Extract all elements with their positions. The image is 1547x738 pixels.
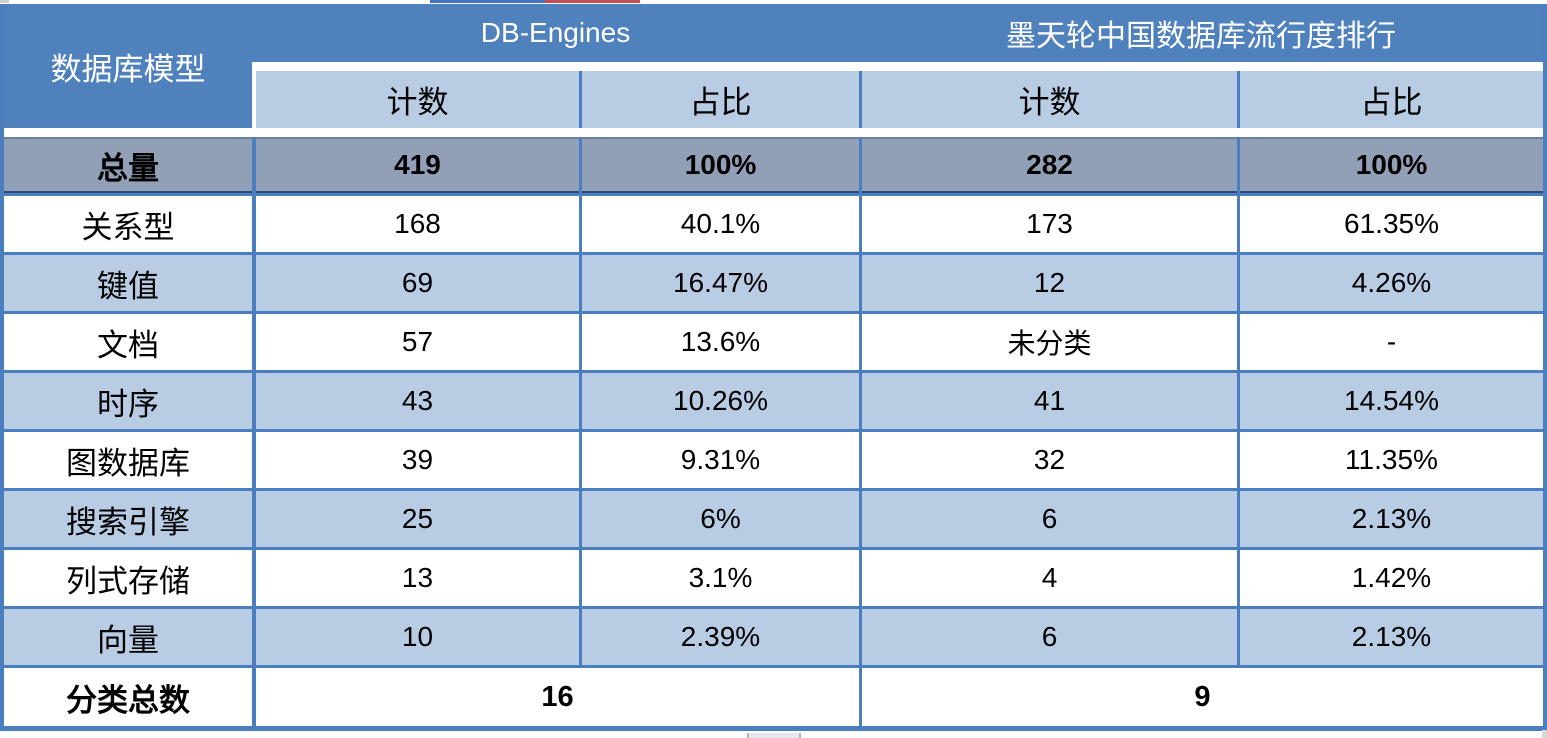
row-label-cell: 文档 [97, 327, 159, 363]
db-share-cell: 13.6% [579, 314, 859, 370]
table-row: 键值 69 16.47% 12 4.26% [4, 255, 1543, 314]
db-count-cell: 43 [252, 373, 579, 429]
modb-count-cell: 4 [859, 550, 1237, 606]
db-count-cell: 25 [252, 491, 579, 547]
modb-share-cell: 4.26% [1237, 255, 1543, 311]
modb-count-cell: 173 [859, 196, 1237, 252]
modb-count-cell: 32 [859, 432, 1237, 488]
row-label-cell: 时序 [97, 386, 159, 422]
modb-share-cell: 61.35% [1237, 196, 1543, 252]
row-label-cell: 向量 [97, 622, 159, 658]
modb-share-cell: 100% [1237, 137, 1543, 193]
table-row: 文档 57 13.6% 未分类 - [4, 314, 1543, 373]
modb-count-cell: 12 [859, 255, 1237, 311]
top-blue-line-artifact [430, 0, 545, 3]
db-share-cell: 10.26% [579, 373, 859, 429]
modb-share-cell: 14.54% [1237, 373, 1543, 429]
row-label-cell: 图数据库 [66, 445, 190, 481]
modb-share-subheader: 占比 [1237, 71, 1543, 128]
scrollbar-corner [1542, 730, 1547, 738]
db-count-cell: 419 [252, 137, 579, 193]
db-count-cell: 39 [252, 432, 579, 488]
table-row: 关系型 168 40.1% 173 61.35% [4, 196, 1543, 255]
row-label-cell: 总量 [97, 150, 159, 186]
modb-count-cell: 未分类 [859, 314, 1237, 370]
subheader-row: 计数 占比 计数 占比 [252, 71, 1543, 128]
table-header: 数据库模型 DB-Engines 墨天轮中国数据库流行度排行 计数 占比 计数 … [4, 4, 1543, 128]
table-row-total: 总量 419 100% 282 100% [4, 137, 1543, 196]
table-row: 搜索引擎 25 6% 6 2.13% [4, 491, 1543, 550]
row-label-cell: 列式存储 [66, 563, 190, 599]
modb-count-cell: 6 [859, 609, 1237, 665]
db-count-cell: 168 [252, 196, 579, 252]
db-share-cell: 16.47% [579, 255, 859, 311]
db-count-subheader: 计数 [252, 71, 579, 128]
row-label-cell: 键值 [97, 268, 159, 304]
corner-header-cell: 数据库模型 [4, 4, 252, 128]
top-left-artifact [0, 0, 9, 3]
top-red-line-artifact [545, 0, 640, 3]
db-share-cell: 2.39% [579, 609, 859, 665]
db-share-cell: 100% [579, 137, 859, 193]
modb-share-cell: 2.13% [1237, 491, 1543, 547]
modb-count-subheader: 计数 [859, 71, 1237, 128]
comparison-table: 数据库模型 DB-Engines 墨天轮中国数据库流行度排行 计数 占比 计数 … [0, 4, 1547, 731]
table-row: 图数据库 39 9.31% 32 11.35% [4, 432, 1543, 491]
table-row: 时序 43 10.26% 41 14.54% [4, 373, 1543, 432]
table-row: 向量 10 2.39% 6 2.13% [4, 609, 1543, 668]
db-share-cell: 6% [579, 491, 859, 547]
db-share-cell: 3.1% [579, 550, 859, 606]
modb-count-cell: 6 [859, 491, 1237, 547]
row-label-cell: 关系型 [81, 209, 175, 245]
row-label-cell: 分类总数 [66, 682, 190, 718]
modb-category-total-cell: 9 [859, 668, 1543, 726]
modb-share-cell: 2.13% [1237, 609, 1543, 665]
db-count-cell: 57 [252, 314, 579, 370]
db-share-subheader: 占比 [579, 71, 859, 128]
row-label-cell: 搜索引擎 [66, 504, 190, 540]
table-row: 列式存储 13 3.1% 4 1.42% [4, 550, 1543, 609]
header-gap [252, 62, 1543, 71]
db-category-total-cell: 16 [252, 668, 859, 726]
source-header-band: DB-Engines 墨天轮中国数据库流行度排行 [252, 4, 1543, 62]
modb-share-cell: 11.35% [1237, 432, 1543, 488]
modb-header-cell: 墨天轮中国数据库流行度排行 [1006, 20, 1396, 53]
modb-share-cell: - [1237, 314, 1543, 370]
db-share-cell: 40.1% [579, 196, 859, 252]
table-row-category-totals: 分类总数 16 9 [4, 668, 1543, 726]
db-share-cell: 9.31% [579, 432, 859, 488]
horizontal-scrollbar-thumb[interactable] [747, 733, 801, 738]
modb-count-cell: 282 [859, 137, 1237, 193]
header-body-gap [4, 128, 1543, 137]
modb-count-cell: 41 [859, 373, 1237, 429]
modb-share-cell: 1.42% [1237, 550, 1543, 606]
db-count-cell: 69 [252, 255, 579, 311]
db-engines-header-cell: DB-Engines [480, 17, 631, 48]
db-count-cell: 10 [252, 609, 579, 665]
db-count-cell: 13 [252, 550, 579, 606]
